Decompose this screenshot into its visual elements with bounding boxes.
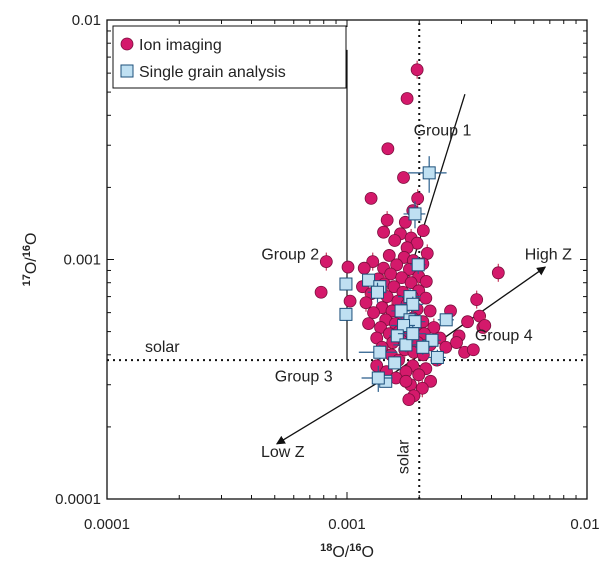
y-tick-label: 0.01 — [72, 12, 101, 29]
single-grain-point — [439, 313, 453, 327]
single-grain-point — [399, 338, 413, 352]
single-grain-point — [422, 166, 436, 180]
ion-imaging-point — [398, 215, 412, 229]
annotations: Group 1 Group 2 Group 3 Group 4 High Z Low Z s… — [145, 122, 572, 474]
axis-title-superscript: 18 — [320, 542, 332, 554]
ion-imaging-point — [410, 63, 424, 77]
ion-imaging-point — [380, 213, 394, 227]
axis-title-text: O/ — [23, 257, 40, 274]
ion-imaging-point — [359, 296, 373, 310]
ion-imaging-point — [450, 336, 463, 349]
ion-imaging-point — [367, 306, 380, 320]
ion-imaging-point — [412, 368, 426, 382]
y-tick-label: 0.001 — [63, 252, 101, 269]
ion-imaging-point — [427, 321, 441, 334]
annotation-label: Group 1 — [414, 122, 472, 139]
y-axis-title: 17O/16O — [21, 233, 40, 287]
single-grain-point — [371, 371, 385, 385]
axis-title-superscript: 16 — [349, 542, 361, 554]
ion-imaging-point — [390, 258, 404, 272]
single-grain-point — [373, 345, 387, 359]
ion-imaging-point — [423, 304, 437, 318]
y-tick-label: 0.0001 — [55, 491, 101, 508]
axis-title-text: O — [361, 544, 373, 561]
ion-imaging-point — [388, 234, 402, 247]
ion-imaging-point — [377, 225, 390, 239]
annotation-label: High Z — [525, 247, 572, 264]
ion-imaging-point — [419, 275, 433, 288]
annotation-label: Group 4 — [475, 327, 533, 344]
single-grain-point — [362, 273, 376, 287]
ion-imaging-point — [402, 393, 416, 407]
single-grain-point — [416, 340, 430, 354]
x-tick-label: 0.0001 — [84, 516, 130, 533]
single-grain-point — [406, 327, 420, 341]
ion-imaging-point — [319, 255, 333, 269]
legend-entry-label: Ion imaging — [139, 37, 222, 54]
axis-title-text: O — [23, 233, 40, 245]
legend-circle-marker — [120, 37, 134, 51]
legend-box — [112, 25, 347, 89]
ion-imaging-point — [415, 381, 429, 395]
single-grain-point — [408, 207, 422, 221]
ion-imaging-point — [362, 317, 375, 330]
ion-imaging-point — [341, 260, 355, 274]
data-points — [314, 60, 505, 407]
ion-imaging-point — [314, 285, 328, 299]
x-tick-label: 0.01 — [570, 516, 599, 533]
annotation-label: Low Z — [261, 444, 305, 461]
single-grain-point — [371, 285, 385, 299]
ion-imaging-point — [478, 319, 492, 332]
ion-imaging-point — [416, 224, 430, 238]
axis-title-text: O/ — [332, 544, 349, 561]
legend-entry-label: Single grain analysis — [139, 64, 286, 81]
annotation-label: solar — [145, 339, 180, 356]
ion-imaging-point — [439, 340, 453, 354]
legend: Ion imaging Single grain analysis — [112, 25, 347, 89]
ion-imaging-point — [381, 142, 395, 156]
x-tick-label: 0.001 — [328, 516, 366, 533]
ion-imaging-point — [357, 261, 371, 275]
ion-imaging-point — [419, 291, 433, 305]
ion-imaging-point — [461, 315, 474, 329]
single-grain-point — [406, 297, 420, 311]
x-axis-title: 18O/16O — [320, 542, 374, 561]
ion-imaging-point — [470, 293, 484, 307]
ion-imaging-point — [400, 92, 414, 105]
axis-title-superscript: 17 — [21, 274, 33, 286]
single-grain-point — [339, 277, 353, 291]
single-grain-point — [339, 307, 353, 321]
annotation-label: Group 2 — [261, 247, 319, 264]
ion-imaging-point — [491, 266, 505, 280]
axis-title-superscript: 16 — [21, 245, 33, 257]
ion-imaging-point — [411, 191, 425, 205]
single-grain-point — [388, 356, 402, 370]
legend-square-marker — [120, 64, 134, 78]
ion-imaging-point — [343, 294, 357, 308]
ion-imaging-point — [364, 191, 378, 205]
ion-imaging-point — [399, 374, 413, 388]
ion-imaging-point — [382, 249, 396, 262]
solar-vertical-label: solar — [395, 439, 412, 474]
single-grain-point — [411, 258, 425, 272]
ion-imaging-point — [424, 374, 437, 388]
annotation-label: Group 3 — [275, 368, 333, 385]
ion-imaging-point — [366, 255, 380, 269]
ion-imaging-point — [466, 343, 480, 357]
single-grain-point — [430, 350, 444, 364]
axis-ticks: 0.0001 0.001 0.01 0.0001 0.001 0.01 — [55, 12, 599, 533]
ion-imaging-point — [404, 276, 418, 290]
ion-imaging-point — [397, 171, 410, 184]
